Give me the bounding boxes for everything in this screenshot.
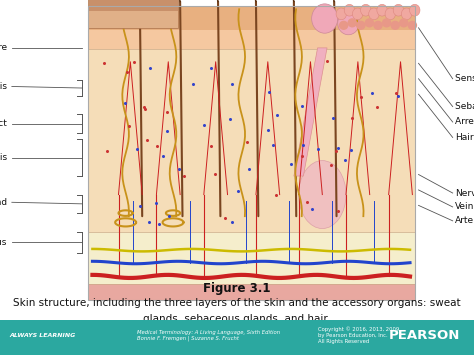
Text: Sebaceous gland: Sebaceous gland <box>455 102 474 111</box>
Ellipse shape <box>393 4 404 16</box>
Text: ALWAYS LEARNING: ALWAYS LEARNING <box>9 333 76 338</box>
Text: Sweat pore: Sweat pore <box>0 43 7 53</box>
Ellipse shape <box>347 18 357 27</box>
Ellipse shape <box>369 8 379 20</box>
Text: PEARSON: PEARSON <box>388 329 460 342</box>
Text: Epidermis: Epidermis <box>0 82 7 91</box>
Bar <box>88 11 178 28</box>
Ellipse shape <box>401 8 412 20</box>
Ellipse shape <box>373 21 383 30</box>
Ellipse shape <box>399 18 409 27</box>
Bar <box>88 284 415 300</box>
Bar <box>88 0 178 28</box>
Text: Arrector pili muscle: Arrector pili muscle <box>455 118 474 126</box>
Text: Sensory receptors: Sensory receptors <box>455 74 474 83</box>
Ellipse shape <box>382 18 392 27</box>
Ellipse shape <box>336 8 346 20</box>
Ellipse shape <box>365 18 374 27</box>
Ellipse shape <box>377 4 387 16</box>
Text: glands, sebaceous glands, and hair.: glands, sebaceous glands, and hair. <box>144 314 330 324</box>
Ellipse shape <box>410 4 420 16</box>
Ellipse shape <box>361 4 371 16</box>
Bar <box>88 6 415 49</box>
Text: Skin structure, including the three layers of the skin and the accessory organs:: Skin structure, including the three laye… <box>13 298 461 308</box>
Ellipse shape <box>391 21 400 30</box>
Bar <box>88 6 415 300</box>
Text: Vein: Vein <box>455 202 474 212</box>
Text: Hair: Hair <box>455 133 474 142</box>
Ellipse shape <box>408 21 417 30</box>
Text: Dermis: Dermis <box>0 153 7 162</box>
Text: Sweat gland: Sweat gland <box>0 198 7 207</box>
Ellipse shape <box>385 8 395 20</box>
Text: Figure 3.1: Figure 3.1 <box>203 283 271 295</box>
Ellipse shape <box>311 4 337 33</box>
Text: Copyright © 2016, 2013, 2009
by Pearson Education, Inc.
All Rights Reserved: Copyright © 2016, 2013, 2009 by Pearson … <box>318 327 399 344</box>
Text: Subcutaneous: Subcutaneous <box>0 238 7 247</box>
Bar <box>88 30 415 49</box>
Text: Medical Terminology: A Living Language, Sixth Edition
Bonnie F. Fremgen | Suzann: Medical Terminology: A Living Language, … <box>137 330 281 341</box>
Bar <box>88 231 415 284</box>
Ellipse shape <box>356 21 365 30</box>
Text: Sweat duct: Sweat duct <box>0 119 7 128</box>
Text: Nerve: Nerve <box>455 189 474 197</box>
Ellipse shape <box>299 160 346 229</box>
Ellipse shape <box>337 12 359 35</box>
Bar <box>88 49 415 231</box>
Ellipse shape <box>352 8 363 20</box>
Ellipse shape <box>339 21 348 30</box>
Ellipse shape <box>344 4 355 16</box>
Polygon shape <box>294 48 327 176</box>
Text: Artery: Artery <box>455 216 474 225</box>
